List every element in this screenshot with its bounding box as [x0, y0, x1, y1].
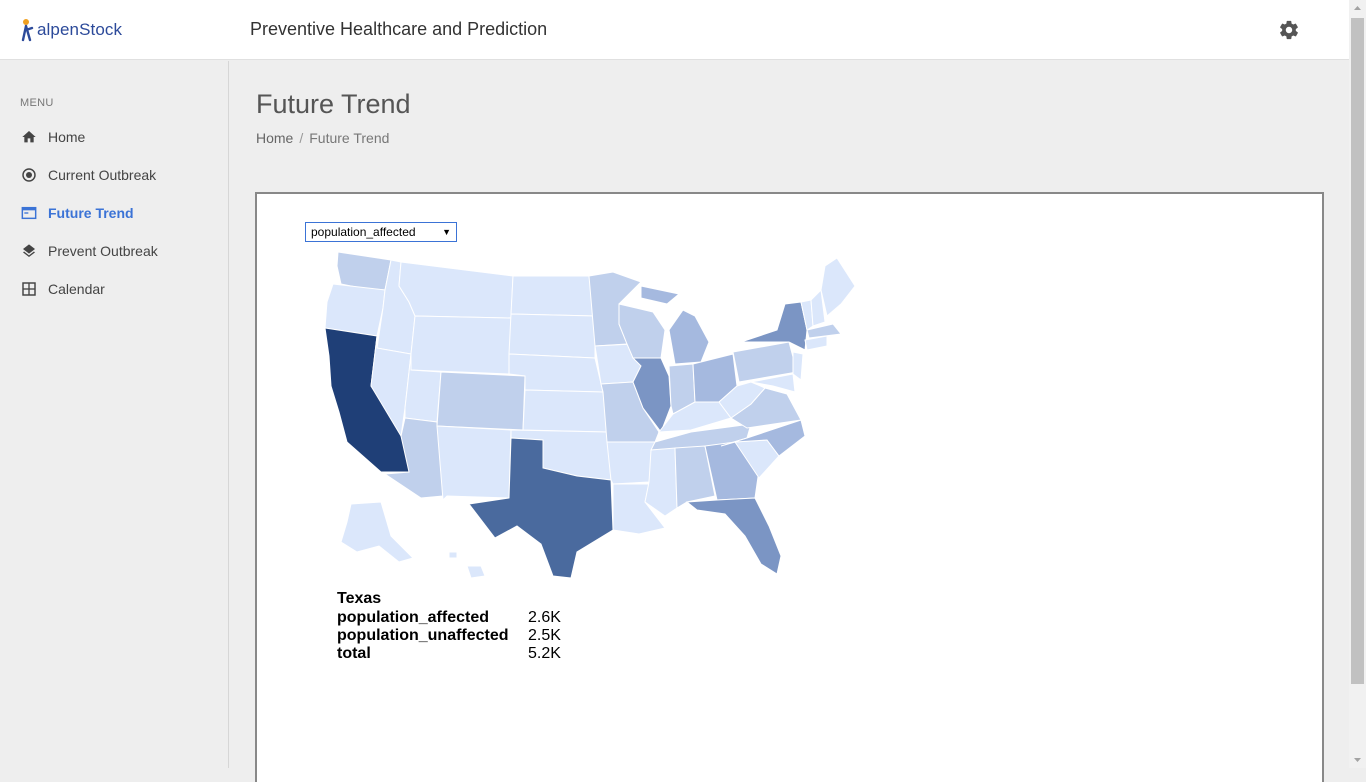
browser-icon — [20, 204, 38, 222]
state-connecticut[interactable] — [804, 335, 828, 351]
sidebar-item-label: Calendar — [48, 281, 105, 297]
state-arkansas[interactable] — [606, 441, 656, 485]
metric-select-value: population_affected — [311, 225, 416, 239]
us-choropleth-map[interactable] — [281, 246, 881, 591]
tooltip-value: 5.2K — [528, 645, 561, 662]
state-west-virginia[interactable] — [718, 381, 766, 419]
state-maryland[interactable] — [750, 373, 796, 393]
app-logo[interactable]: alpenStock — [20, 17, 122, 43]
sidebar-item-label: Prevent Outbreak — [48, 243, 158, 259]
scroll-up-arrow-icon[interactable] — [1349, 0, 1366, 17]
tooltip-row: population_unaffected 2.5K — [337, 627, 561, 645]
state-michigan[interactable] — [640, 285, 710, 365]
state-washington[interactable] — [336, 251, 392, 291]
state-alaska[interactable] — [340, 501, 414, 563]
metric-select[interactable]: population_affected ▼ — [305, 222, 457, 242]
top-bar: alpenStock Preventive Healthcare and Pre… — [0, 0, 1349, 60]
sidebar-item-future-trend[interactable]: Future Trend — [20, 201, 134, 225]
tooltip-row: population_affected 2.6K — [337, 609, 561, 627]
state-montana[interactable] — [398, 261, 514, 319]
sidebar-item-label: Current Outbreak — [48, 167, 157, 183]
state-hawaii[interactable] — [448, 551, 486, 579]
breadcrumb-home-link[interactable]: Home — [256, 130, 294, 146]
state-texas[interactable] — [468, 437, 614, 579]
gear-icon[interactable] — [1278, 19, 1300, 41]
state-new-york[interactable] — [740, 301, 808, 351]
logo-text: alpenStock — [37, 20, 123, 39]
state-florida[interactable] — [685, 497, 782, 575]
tooltip-value: 2.6K — [528, 609, 561, 626]
sidebar-item-prevent-outbreak[interactable]: Prevent Outbreak — [20, 239, 158, 263]
state-tooltip: Texas population_affected 2.6K populatio… — [337, 590, 561, 663]
map-card: population_affected ▼ — [255, 192, 1324, 782]
tooltip-value: 2.5K — [528, 627, 561, 644]
main-content: Future Trend Home / Future Trend populat… — [230, 61, 1349, 782]
breadcrumb: Home / Future Trend — [256, 130, 389, 146]
sidebar-item-current-outbreak[interactable]: Current Outbreak — [20, 163, 156, 187]
state-maine[interactable] — [820, 257, 856, 317]
dropdown-arrow-icon: ▼ — [442, 227, 451, 237]
page-scrollbar[interactable] — [1349, 0, 1366, 768]
tooltip-key: total — [337, 645, 371, 662]
scrollbar-thumb[interactable] — [1351, 18, 1364, 684]
state-wyoming[interactable] — [410, 315, 512, 375]
state-kansas[interactable] — [522, 389, 608, 433]
state-new-jersey[interactable] — [792, 351, 804, 381]
sidebar-item-label: Home — [48, 129, 86, 145]
grid-icon — [20, 280, 38, 298]
breadcrumb-current: Future Trend — [309, 130, 390, 146]
sidebar-item-label: Future Trend — [48, 205, 134, 221]
page-title: Future Trend — [256, 89, 411, 119]
tooltip-state-name: Texas — [337, 590, 382, 607]
tooltip-key: population_unaffected — [337, 627, 509, 644]
breadcrumb-separator: / — [299, 130, 304, 146]
logo-figure-icon — [21, 19, 34, 42]
sidebar-item-calendar[interactable]: Calendar — [20, 277, 105, 301]
menu-label: MENU — [20, 97, 54, 109]
state-alabama[interactable] — [674, 445, 716, 509]
tooltip-key: population_affected — [337, 609, 490, 626]
state-oregon[interactable] — [324, 283, 386, 337]
state-new-hampshire[interactable] — [810, 288, 826, 327]
layers-icon — [20, 242, 38, 260]
home-icon — [20, 128, 38, 146]
state-colorado[interactable] — [436, 371, 526, 431]
scroll-down-arrow-icon[interactable] — [1349, 751, 1366, 768]
state-south-dakota[interactable] — [508, 313, 596, 359]
state-north-carolina[interactable] — [720, 419, 806, 457]
state-new-mexico[interactable] — [436, 425, 512, 502]
target-icon — [20, 166, 38, 184]
state-massachusetts[interactable] — [806, 323, 842, 339]
sidebar-item-home[interactable]: Home — [20, 125, 85, 149]
state-north-dakota[interactable] — [510, 275, 596, 317]
app-title: Preventive Healthcare and Prediction — [250, 19, 548, 39]
sidebar: MENU Home Current Outbreak Future Trend … — [0, 61, 229, 768]
tooltip-row: total 5.2K — [337, 645, 561, 663]
